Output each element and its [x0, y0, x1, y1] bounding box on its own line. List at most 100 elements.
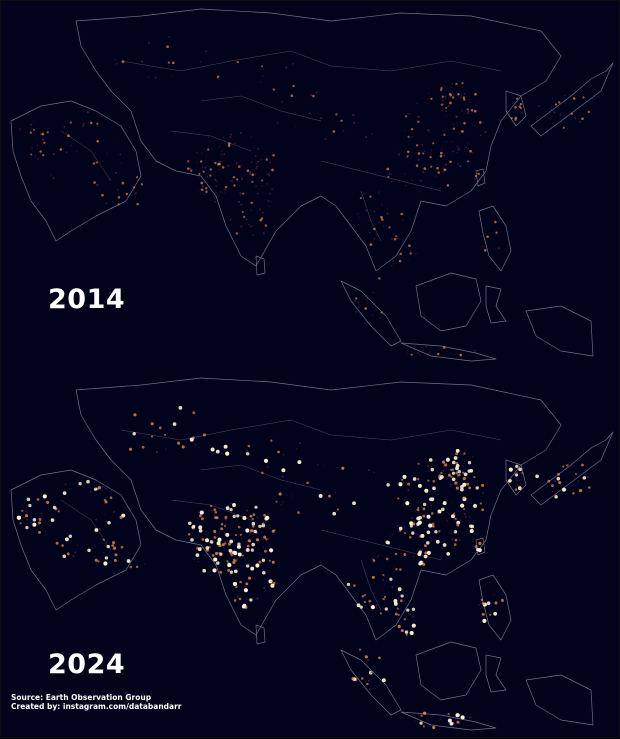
city-light-dot: [443, 464, 445, 467]
city-light-dot: [429, 351, 432, 354]
city-light-dot: [285, 494, 287, 496]
city-light-dot: [280, 504, 283, 506]
city-light-dot: [458, 721, 461, 724]
city-light-dot: [253, 146, 255, 149]
city-light-dot: [262, 75, 264, 77]
city-light-dot: [449, 94, 453, 97]
city-light-dot: [52, 153, 55, 156]
city-light-dot: [59, 148, 63, 151]
city-light-dot: [421, 97, 423, 99]
city-light-dot: [361, 677, 364, 680]
city-light-dot: [106, 153, 108, 155]
city-light-dot: [264, 224, 268, 227]
city-light-dot: [202, 433, 206, 437]
city-light-dot: [450, 475, 453, 478]
city-light-dot: [226, 560, 229, 563]
city-light-dot: [197, 560, 200, 563]
city-light-dot: [224, 518, 227, 521]
city-light-dot: [561, 118, 563, 120]
city-light-dot: [26, 497, 31, 502]
city-light-dot: [407, 489, 410, 492]
city-light-dot: [272, 88, 275, 91]
city-light-dot: [494, 601, 498, 605]
city-light-dot: [209, 168, 212, 171]
city-light-dot: [558, 480, 562, 485]
city-light-dot: [516, 479, 518, 481]
city-light-dot: [428, 92, 430, 95]
city-light-dot: [515, 464, 519, 469]
city-light-dot: [46, 500, 50, 504]
city-light-dot: [371, 558, 374, 561]
city-light-dot: [41, 132, 45, 136]
city-light-dot: [442, 714, 445, 717]
city-light-dot: [553, 111, 556, 114]
city-light-dot: [229, 180, 232, 182]
city-light-dot: [254, 543, 256, 545]
city-light-dot: [441, 460, 446, 464]
city-light-dot: [473, 177, 476, 180]
city-light-dot: [235, 162, 238, 165]
city-light-dot: [462, 496, 466, 500]
city-light-dot: [94, 160, 96, 162]
city-light-dot: [535, 474, 539, 479]
city-light-dot: [369, 243, 373, 246]
city-light-dot: [481, 483, 485, 487]
city-light-dot: [412, 522, 416, 526]
city-light-dot: [236, 544, 241, 549]
city-light-dot: [455, 471, 459, 475]
city-light-dot: [500, 598, 504, 602]
city-light-dot: [538, 104, 540, 107]
city-light-dot: [411, 517, 414, 519]
city-light-dot: [250, 161, 253, 164]
city-light-dot: [587, 476, 590, 479]
city-light-dot: [101, 193, 104, 197]
city-light-dot: [380, 243, 382, 245]
city-light-dot: [397, 587, 402, 592]
city-light-dot: [213, 557, 218, 562]
city-light-dot: [205, 546, 210, 550]
city-light-dot: [467, 160, 470, 163]
city-light-dot: [364, 655, 368, 659]
city-light-dot: [495, 231, 498, 234]
city-light-dot: [462, 477, 466, 481]
city-light-dot: [227, 563, 232, 568]
city-light-dot: [99, 198, 101, 200]
city-light-dot: [452, 460, 456, 465]
city-light-dot: [214, 200, 217, 203]
city-light-dot: [475, 547, 480, 552]
city-light-dot: [214, 510, 218, 514]
city-light-dot: [121, 181, 125, 185]
city-light-dot: [400, 594, 404, 598]
city-light-dot: [268, 174, 270, 176]
city-light-dot: [451, 150, 454, 153]
city-light-dot: [457, 469, 462, 474]
city-light-dot: [406, 608, 410, 612]
city-light-dot: [82, 122, 85, 125]
city-light-dot: [205, 190, 208, 194]
city-light-dot: [248, 206, 250, 208]
city-light-dot: [273, 529, 276, 532]
city-light-dot: [484, 130, 487, 134]
city-light-dot: [165, 448, 167, 450]
city-light-dot: [587, 110, 591, 114]
city-light-dot: [101, 115, 103, 118]
city-light-dot: [247, 444, 251, 448]
city-light-dot: [509, 485, 511, 487]
city-light-dot: [466, 142, 469, 144]
city-light-dot: [218, 162, 221, 166]
city-light-dot: [430, 512, 434, 515]
city-light-dot: [268, 205, 270, 208]
city-light-dot: [381, 204, 384, 206]
city-light-dot: [227, 504, 229, 507]
city-light-dot: [456, 151, 458, 154]
city-light-dot: [297, 511, 300, 514]
city-light-dot: [470, 108, 474, 112]
city-light-dot: [30, 153, 33, 156]
city-light-dot: [390, 173, 393, 175]
city-light-dot: [120, 162, 122, 164]
city-light-dot: [270, 201, 272, 203]
city-light-dot: [269, 161, 271, 164]
city-light-dot: [582, 471, 585, 474]
city-light-dot: [346, 582, 351, 587]
city-light-dot: [227, 568, 231, 572]
